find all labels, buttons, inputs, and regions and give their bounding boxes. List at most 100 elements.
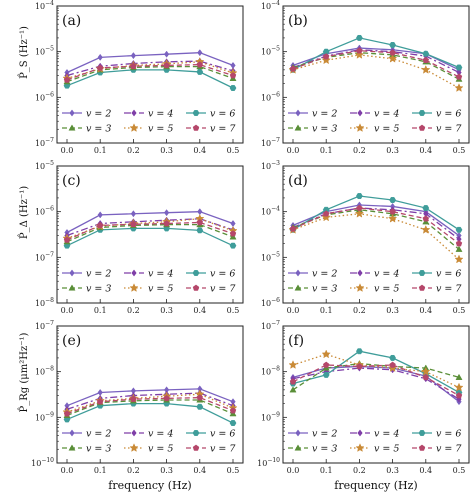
legend-marker <box>294 284 302 291</box>
y-tick-label: 10−6 <box>261 297 280 308</box>
panel-label: (a) <box>62 13 81 29</box>
legend-marker <box>192 110 200 116</box>
legend-marker <box>69 109 75 117</box>
legend-label: v = 6 <box>436 429 461 440</box>
data-point <box>289 378 297 385</box>
y-tick-label: 10−7 <box>261 320 280 331</box>
legend-label: v = 7 <box>210 444 236 455</box>
legend-marker <box>131 109 137 117</box>
legend-marker <box>192 270 200 276</box>
data-point <box>196 403 204 410</box>
data-point <box>422 205 430 211</box>
legend-marker <box>355 123 365 132</box>
series-line <box>66 63 234 81</box>
x-tick-label: 0.4 <box>419 306 432 315</box>
data-point <box>229 407 237 414</box>
y-tick-label: 10−8 <box>35 366 54 377</box>
x-tick-label: 0.1 <box>94 146 107 155</box>
data-point <box>455 245 463 252</box>
series-line <box>66 388 234 407</box>
legend-label: v = 6 <box>436 269 461 280</box>
y-tick-label: 10−5 <box>261 46 280 57</box>
x-tick-label: 0.0 <box>61 306 74 315</box>
y-tick-label: 10−7 <box>35 137 54 148</box>
legend-label: v = 5 <box>374 124 399 135</box>
data-point <box>356 47 363 54</box>
legend-marker <box>68 444 76 451</box>
x-tick-label: 0.3 <box>386 146 399 155</box>
plot-frame <box>56 5 244 144</box>
legend-label: v = 5 <box>148 124 173 135</box>
x-tick-label: 0.0 <box>61 466 74 475</box>
x-tick-label: 0.1 <box>320 146 333 155</box>
data-point <box>454 83 464 92</box>
legend-label: v = 4 <box>148 109 173 120</box>
data-point <box>229 242 237 249</box>
x-tick-label: 0.0 <box>287 306 300 315</box>
legend-label: v = 3 <box>312 444 337 455</box>
legend-marker <box>129 283 139 292</box>
data-point <box>322 361 330 368</box>
legend-label: v = 3 <box>86 124 111 135</box>
y-axis-label: P̂_S (Hz⁻¹) <box>18 26 30 79</box>
x-tick-label: 0.2 <box>127 466 140 475</box>
data-point <box>454 382 464 392</box>
data-point <box>196 227 204 234</box>
data-point <box>130 62 137 69</box>
series-line <box>292 52 460 80</box>
data-point <box>289 65 297 72</box>
data-point <box>389 42 396 48</box>
legend-marker <box>357 109 363 117</box>
data-point <box>389 354 396 361</box>
x-tick-label: 0.3 <box>160 146 173 155</box>
y-axis-label: P̂_Rg (μm²Hz⁻¹) <box>18 332 30 412</box>
series-line <box>292 353 460 389</box>
legend-marker <box>295 109 301 117</box>
y-tick-label: 10−7 <box>35 320 54 331</box>
series-line <box>292 362 460 391</box>
legend-label: v = 7 <box>436 284 462 295</box>
data-point <box>163 220 170 227</box>
data-point <box>422 50 430 57</box>
y-tick-label: 10−4 <box>261 0 280 11</box>
x-tick-label: 0.3 <box>160 466 173 475</box>
y-tick-label: 10−8 <box>35 297 54 308</box>
x-tick-label: 0.0 <box>61 146 74 155</box>
legend-label: v = 4 <box>374 109 399 120</box>
series-line <box>292 364 460 397</box>
data-point <box>163 394 170 402</box>
data-point <box>389 361 396 368</box>
plot-frame <box>56 165 244 304</box>
x-tick-label: 0.5 <box>453 306 466 315</box>
data-point <box>96 398 104 405</box>
x-tick-label: 0.0 <box>287 146 300 155</box>
legend-label: v = 5 <box>374 444 399 455</box>
y-tick-label: 10−10 <box>31 457 54 468</box>
data-point <box>421 64 431 74</box>
data-point <box>455 373 463 380</box>
x-tick-label: 0.1 <box>94 466 107 475</box>
series-line <box>66 396 234 415</box>
legend-label: v = 2 <box>86 109 111 120</box>
plot-frame <box>56 325 244 464</box>
data-point <box>229 85 237 91</box>
data-point <box>356 193 363 199</box>
data-point <box>196 61 204 68</box>
series-line <box>66 52 234 74</box>
data-point <box>354 208 365 218</box>
x-tick-label: 0.2 <box>127 146 140 155</box>
legend-marker <box>355 443 365 452</box>
x-tick-label: 0.5 <box>453 146 466 155</box>
x-tick-label: 0.2 <box>127 306 140 315</box>
x-axis-label: frequency (Hz) <box>334 479 417 492</box>
x-tick-label: 0.0 <box>287 466 300 475</box>
legend-marker <box>294 444 302 451</box>
data-point <box>422 373 430 381</box>
legend-label: v = 4 <box>148 269 173 280</box>
data-point <box>356 34 363 41</box>
legend-marker <box>418 444 426 451</box>
y-tick-label: 10−5 <box>35 160 54 171</box>
y-tick-label: 10−6 <box>35 91 54 102</box>
data-point <box>229 72 237 79</box>
series-line <box>66 393 234 413</box>
